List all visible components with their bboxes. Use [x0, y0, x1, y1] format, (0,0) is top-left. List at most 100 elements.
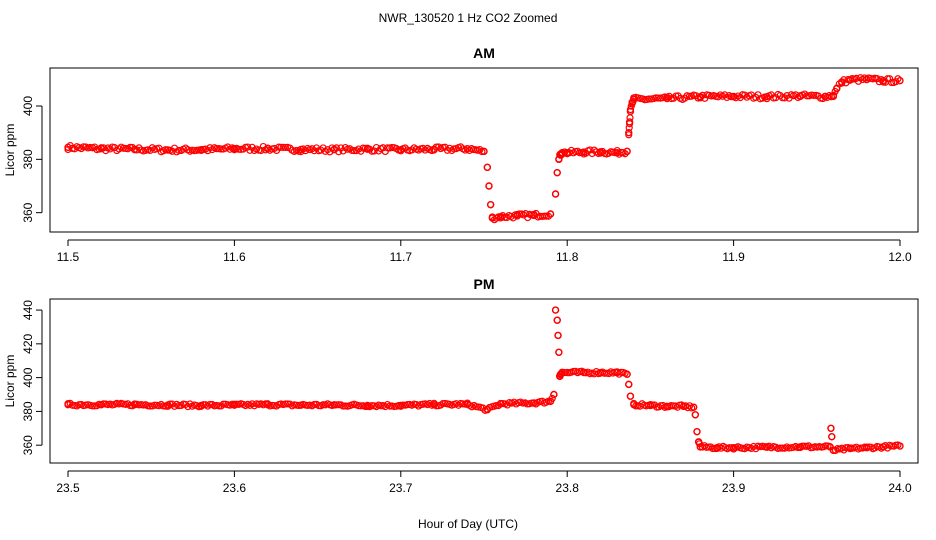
data-point	[263, 400, 272, 409]
plot-frame	[49, 67, 919, 233]
data-point	[186, 400, 194, 408]
data-point	[286, 144, 294, 152]
data-point	[563, 368, 571, 377]
panels: AM 11.5 11.6 11.7 11.8 11.9 12.0 360 380 400 Licor…	[3, 45, 919, 495]
data-point	[896, 76, 904, 85]
data-point	[626, 392, 635, 400]
data-point	[613, 368, 621, 377]
panel-2: PM 23.5 23.6 23.7 23.8 23.9 24.0 360 380 400 420 44…	[3, 276, 919, 495]
data-point	[79, 143, 88, 151]
data-point	[64, 143, 72, 152]
data-point	[625, 128, 633, 137]
data-point	[879, 443, 888, 451]
data-point	[513, 212, 521, 220]
data-point	[626, 107, 635, 116]
data-point	[833, 84, 841, 93]
data-point	[439, 399, 447, 408]
data-point	[146, 402, 154, 410]
data-point	[355, 145, 363, 153]
data-point	[628, 99, 636, 108]
data-point	[822, 442, 830, 450]
data-point	[854, 77, 863, 85]
data-point	[268, 401, 276, 410]
data-point	[263, 144, 272, 153]
data-point	[230, 144, 239, 153]
x-tick-label: 11.7	[390, 250, 413, 264]
data-point	[558, 368, 566, 377]
data-point	[150, 401, 159, 409]
figure-title: NWR_130520 1 Hz CO2 Zoomed	[379, 11, 558, 25]
data-point	[277, 143, 285, 151]
data-point	[663, 94, 671, 103]
data-point	[483, 163, 492, 172]
data-point	[663, 402, 671, 411]
y-axis-label: Licor ppm	[3, 355, 17, 408]
data-point	[713, 444, 721, 452]
data-points	[64, 74, 904, 224]
data-point	[646, 401, 655, 410]
data-point	[550, 390, 558, 399]
data-point	[846, 76, 854, 84]
data-point	[301, 147, 309, 155]
data-point	[91, 402, 99, 410]
data-point	[729, 444, 738, 452]
data-point	[894, 75, 902, 83]
data-point	[654, 94, 662, 102]
data-point	[430, 400, 438, 409]
y-tick-label: 380	[21, 149, 35, 169]
data-point	[883, 75, 892, 83]
data-point	[363, 145, 372, 153]
data-point	[553, 316, 561, 324]
data-point	[613, 148, 621, 157]
data-point	[297, 401, 305, 409]
data-point	[363, 401, 372, 410]
data-point	[781, 94, 789, 102]
data-point	[355, 402, 363, 410]
data-point	[551, 306, 560, 314]
data-point	[821, 92, 829, 101]
data-point	[863, 75, 871, 84]
data-point	[164, 401, 172, 409]
y-tick-label: 360	[21, 435, 35, 455]
data-point	[556, 150, 565, 158]
data-point	[741, 91, 749, 99]
data-point	[71, 145, 79, 153]
data-point	[330, 146, 338, 154]
data-point	[330, 401, 338, 409]
data-point	[546, 397, 555, 405]
plot-frame	[49, 298, 919, 464]
data-point	[476, 145, 484, 154]
data-point	[496, 400, 505, 408]
panel-title: PM	[474, 276, 495, 292]
data-point	[838, 78, 846, 86]
data-points	[64, 306, 904, 455]
data-point	[281, 143, 290, 152]
data-point	[828, 433, 836, 441]
data-point	[486, 200, 495, 209]
data-point	[250, 402, 258, 410]
data-point	[863, 444, 871, 452]
data-point	[696, 92, 705, 101]
data-point	[175, 146, 183, 155]
data-point	[763, 443, 771, 451]
data-point	[546, 210, 555, 218]
x-tick-label: 23.8	[556, 481, 580, 495]
data-point	[554, 331, 562, 340]
data-point	[339, 402, 347, 410]
data-point	[747, 444, 755, 453]
data-point	[64, 400, 72, 409]
data-point	[235, 145, 243, 153]
data-point	[846, 444, 854, 453]
data-point	[630, 95, 638, 104]
x-tick-label: 12.0	[888, 250, 912, 264]
data-point	[754, 91, 762, 99]
data-point	[315, 402, 323, 410]
data-point	[580, 368, 588, 377]
data-point	[106, 145, 114, 153]
data-point	[885, 75, 894, 83]
data-point	[308, 145, 316, 153]
x-tick-label: 23.5	[56, 481, 80, 495]
data-point	[348, 146, 356, 155]
panel-1: AM 11.5 11.6 11.7 11.8 11.9 12.0 360 380 400 Licor…	[3, 45, 919, 264]
